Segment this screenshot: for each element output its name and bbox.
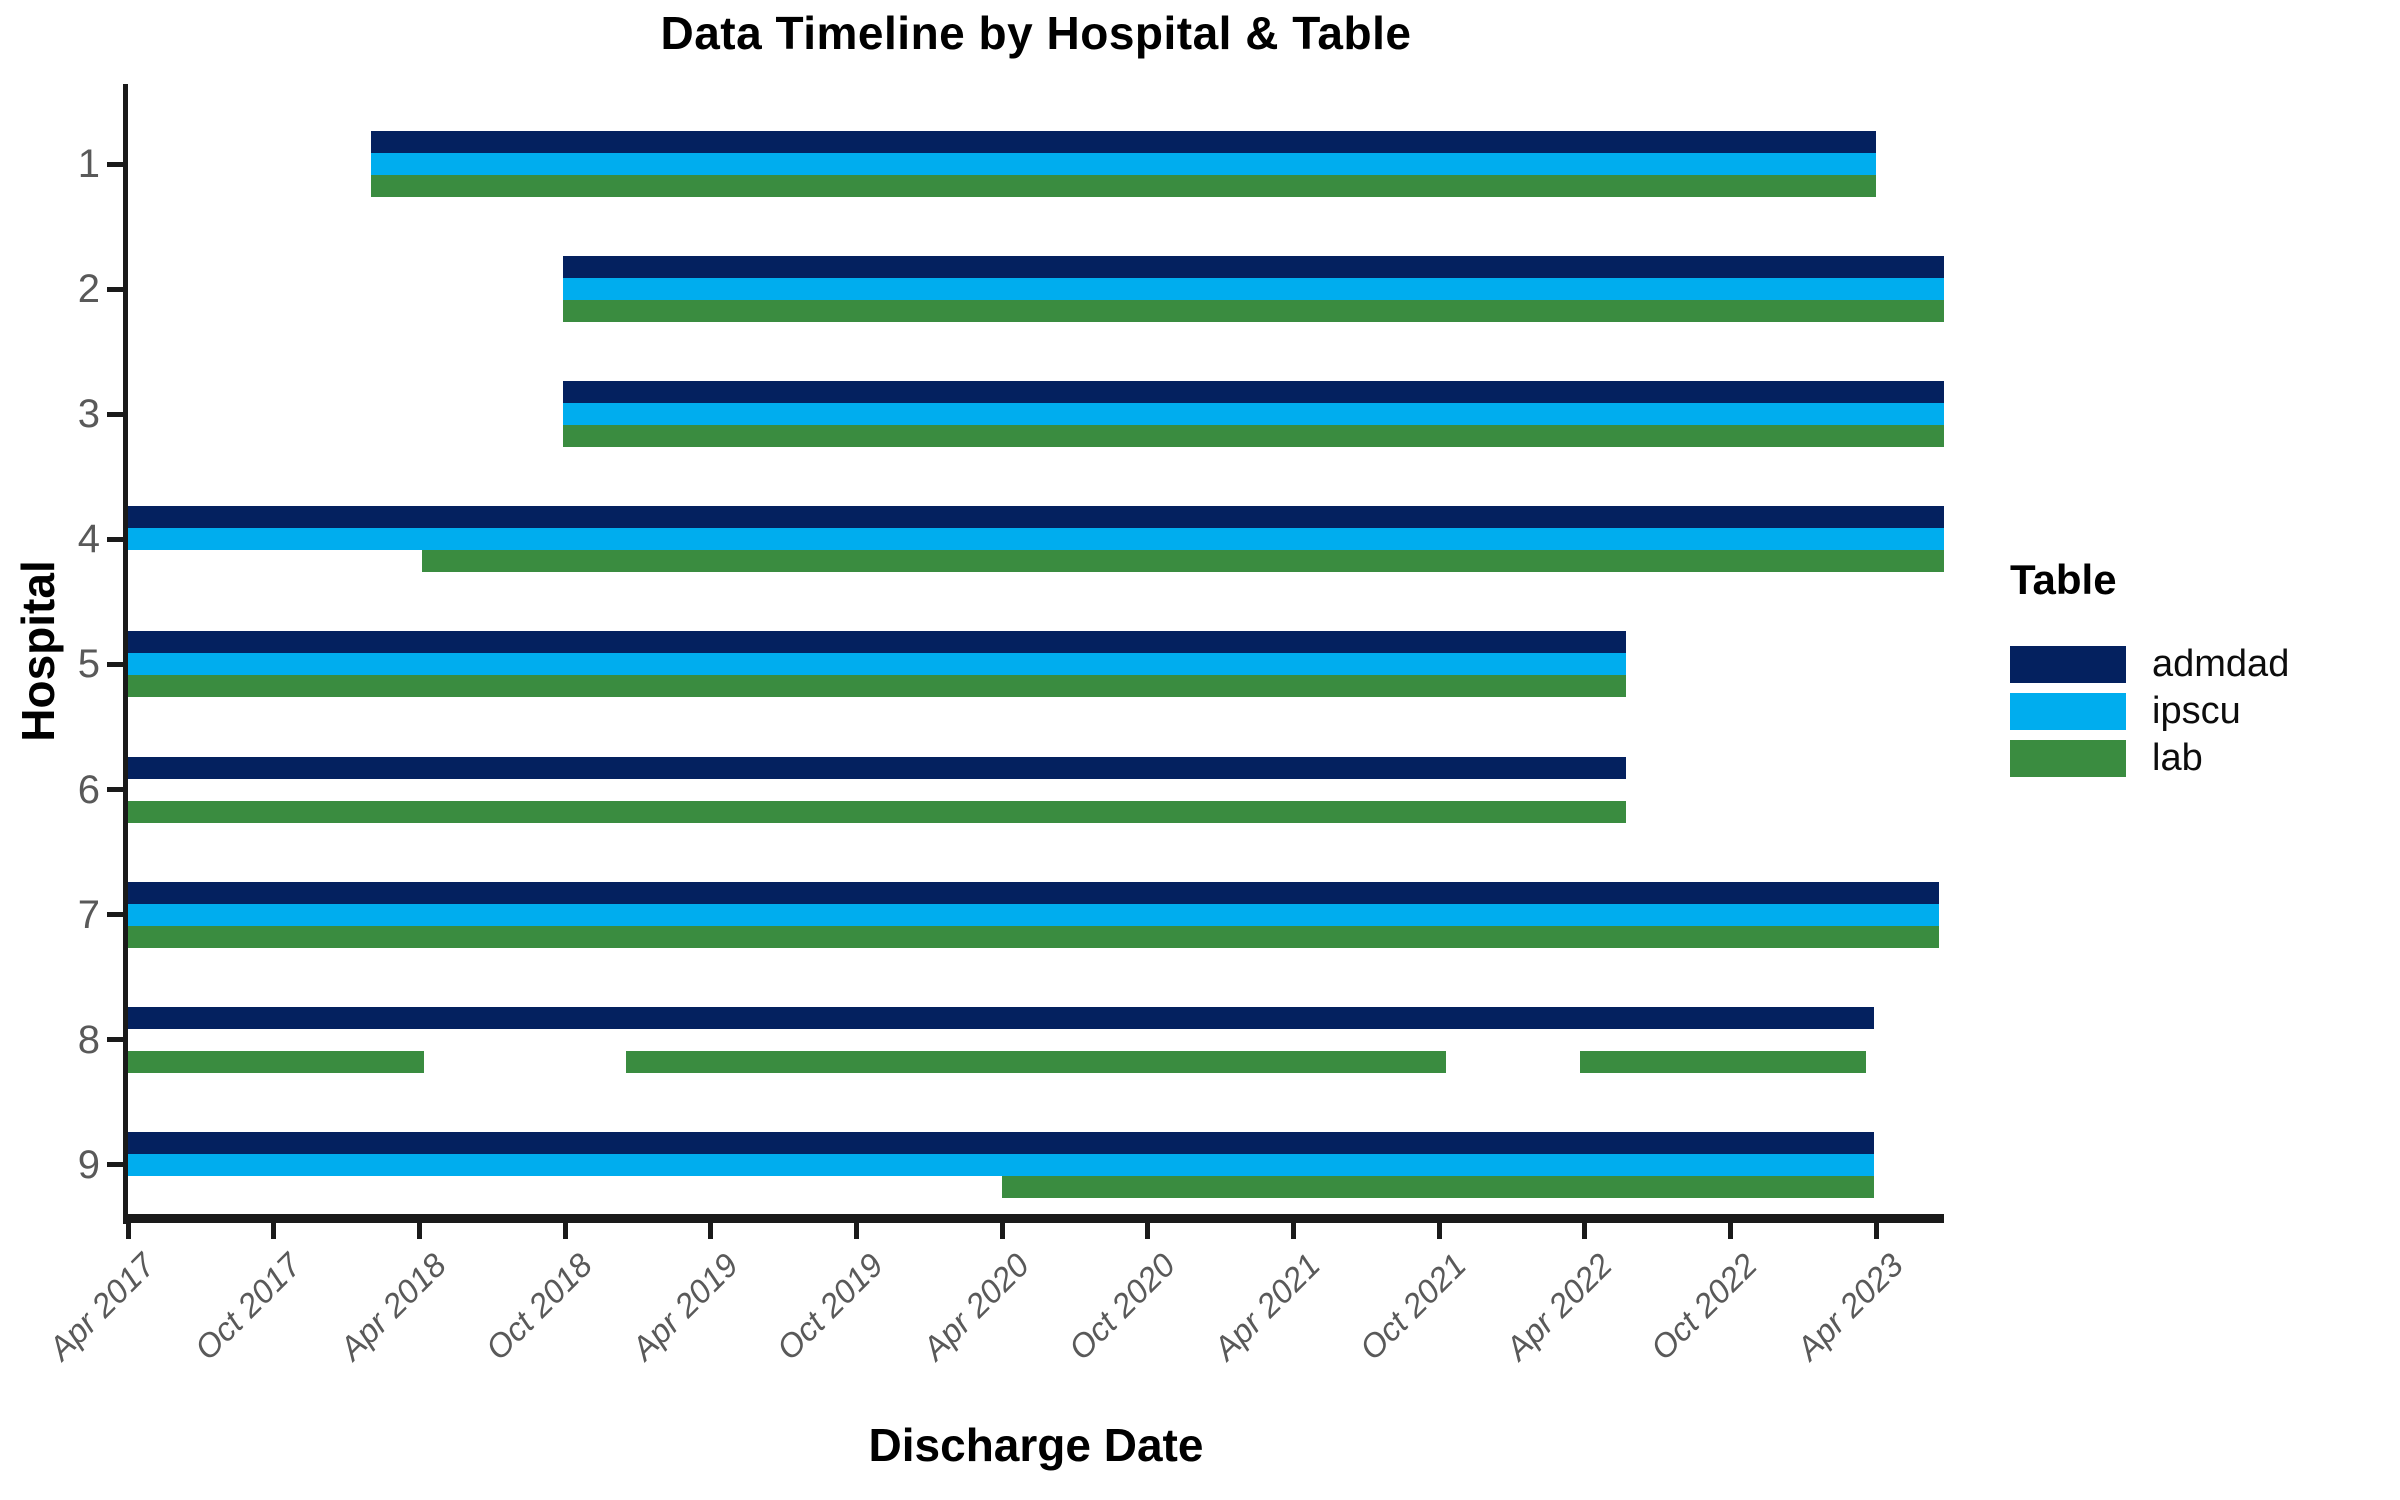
x-tick-label-Oct 2020: Oct 2020 bbox=[1060, 1246, 1182, 1367]
y-tick-label-hospital-9: 9 bbox=[77, 1142, 100, 1187]
legend-label-lab: lab bbox=[2152, 737, 2203, 779]
bar-admdad-hospital-7 bbox=[128, 881, 1940, 904]
bar-admdad-hospital-2 bbox=[562, 256, 1944, 279]
y-tick-label-hospital-5: 5 bbox=[77, 642, 100, 687]
bar-admdad-hospital-6 bbox=[128, 756, 1626, 779]
y-axis-title: Hospital bbox=[12, 560, 64, 742]
bar-ipscu-hospital-5 bbox=[128, 653, 1626, 676]
y-tick-label-hospital-7: 7 bbox=[77, 892, 100, 937]
legend-items: admdad ipscu lab bbox=[2010, 644, 2289, 778]
x-tick-Oct 2022 bbox=[1727, 1223, 1733, 1239]
bar-lab-hospital-3 bbox=[562, 425, 1944, 448]
y-tick-hospital-9 bbox=[107, 1162, 123, 1168]
bar-lab-hospital-2 bbox=[562, 300, 1944, 323]
bar-admdad-hospital-9 bbox=[128, 1131, 1874, 1154]
x-tick-label-Oct 2021: Oct 2021 bbox=[1352, 1246, 1474, 1367]
bar-ipscu-hospital-7 bbox=[128, 903, 1940, 926]
x-tick-Apr 2021 bbox=[1290, 1223, 1296, 1239]
y-tick-hospital-4 bbox=[107, 536, 123, 542]
y-tick-hospital-8 bbox=[107, 1037, 123, 1043]
x-tick-label-Oct 2022: Oct 2022 bbox=[1643, 1246, 1765, 1367]
x-tick-label-Apr 2023: Apr 2023 bbox=[1789, 1246, 1911, 1367]
x-tick-label-Apr 2018: Apr 2018 bbox=[332, 1246, 454, 1367]
legend-label-ipscu: ipscu bbox=[2152, 690, 2241, 732]
hospital-lane-1 bbox=[128, 88, 1944, 213]
bar-lab-hospital-6 bbox=[128, 800, 1626, 823]
legend-item-lab: lab bbox=[2010, 738, 2289, 778]
hospital-lane-3 bbox=[128, 338, 1944, 463]
bar-admdad-hospital-1 bbox=[370, 131, 1876, 153]
y-tick-hospital-7 bbox=[107, 912, 123, 918]
x-tick-Apr 2017 bbox=[125, 1223, 131, 1239]
x-tick-Oct 2019 bbox=[853, 1223, 859, 1239]
chart-title: Data Timeline by Hospital & Table bbox=[660, 7, 1412, 59]
legend-swatch-admdad bbox=[2010, 645, 2126, 683]
bar-admdad-hospital-8 bbox=[128, 1006, 1874, 1029]
x-tick-label-Apr 2020: Apr 2020 bbox=[915, 1246, 1037, 1367]
x-tick-label-Oct 2018: Oct 2018 bbox=[478, 1246, 600, 1367]
hospital-lane-2 bbox=[128, 213, 1944, 338]
bar-lab-hospital-8 bbox=[1579, 1050, 1867, 1073]
bar-lab-hospital-7 bbox=[128, 925, 1940, 948]
bar-lab-hospital-9 bbox=[1002, 1175, 1874, 1198]
hospital-lane-7 bbox=[128, 839, 1944, 964]
bar-ipscu-hospital-9 bbox=[128, 1153, 1874, 1176]
bar-admdad-hospital-3 bbox=[562, 381, 1944, 404]
hospital-lane-5 bbox=[128, 588, 1944, 713]
legend-swatch-ipscu bbox=[2010, 692, 2126, 730]
x-tick-Oct 2020 bbox=[1145, 1223, 1151, 1239]
legend-item-ipscu: ipscu bbox=[2010, 691, 2289, 731]
plot-area bbox=[128, 88, 1944, 1214]
y-tick-hospital-6 bbox=[107, 787, 123, 793]
legend-title: Table bbox=[2010, 556, 2117, 603]
y-tick-label-hospital-1: 1 bbox=[77, 142, 100, 186]
x-axis-title: Discharge Date bbox=[868, 1419, 1204, 1471]
y-tick-label-hospital-4: 4 bbox=[77, 517, 100, 562]
y-tick-hospital-5 bbox=[107, 661, 123, 667]
bar-lab-hospital-5 bbox=[128, 675, 1626, 698]
hospital-lane-4 bbox=[128, 463, 1944, 588]
bar-ipscu-hospital-4 bbox=[128, 528, 1944, 551]
legend-item-admdad: admdad bbox=[2010, 644, 2289, 684]
hospital-lane-6 bbox=[128, 714, 1944, 839]
bar-admdad-hospital-5 bbox=[128, 631, 1626, 654]
x-tick-label-Apr 2019: Apr 2019 bbox=[623, 1246, 745, 1367]
bar-ipscu-hospital-2 bbox=[562, 278, 1944, 301]
x-tick-Apr 2019 bbox=[708, 1223, 714, 1239]
x-tick-Oct 2018 bbox=[562, 1223, 568, 1239]
y-tick-label-hospital-6: 6 bbox=[77, 767, 100, 812]
y-axis-spine bbox=[123, 84, 128, 1224]
x-tick-Apr 2023 bbox=[1873, 1223, 1879, 1239]
y-tick-label-hospital-8: 8 bbox=[77, 1017, 100, 1062]
x-tick-Oct 2021 bbox=[1436, 1223, 1442, 1239]
bar-lab-hospital-8 bbox=[128, 1050, 425, 1073]
y-tick-label-hospital-2: 2 bbox=[77, 267, 100, 312]
y-tick-label-hospital-3: 3 bbox=[77, 392, 100, 437]
hospital-lane-9 bbox=[128, 1089, 1944, 1214]
x-tick-Oct 2017 bbox=[271, 1223, 277, 1239]
x-tick-Apr 2022 bbox=[1582, 1223, 1588, 1239]
x-tick-label-Apr 2021: Apr 2021 bbox=[1206, 1246, 1328, 1367]
y-tick-hospital-2 bbox=[107, 286, 123, 292]
y-tick-hospital-3 bbox=[107, 411, 123, 417]
bar-ipscu-hospital-3 bbox=[562, 403, 1944, 426]
x-tick-label-Apr 2022: Apr 2022 bbox=[1497, 1246, 1619, 1367]
legend-label-admdad: admdad bbox=[2152, 643, 2290, 685]
bar-admdad-hospital-4 bbox=[128, 506, 1944, 529]
legend: Table admdad ipscu lab bbox=[2010, 556, 2289, 778]
bar-lab-hospital-1 bbox=[370, 175, 1876, 197]
x-axis-spine bbox=[123, 1214, 1944, 1223]
y-tick-hospital-1 bbox=[107, 161, 123, 167]
bar-ipscu-hospital-1 bbox=[370, 153, 1876, 175]
x-tick-label-Oct 2017: Oct 2017 bbox=[186, 1246, 308, 1367]
x-tick-label-Oct 2019: Oct 2019 bbox=[769, 1246, 891, 1367]
x-tick-Apr 2018 bbox=[416, 1223, 422, 1239]
bar-lab-hospital-4 bbox=[421, 550, 1944, 573]
legend-swatch-lab bbox=[2010, 739, 2126, 777]
hospital-lane-8 bbox=[128, 964, 1944, 1089]
x-tick-label-Apr 2017: Apr 2017 bbox=[41, 1246, 163, 1367]
x-tick-Apr 2020 bbox=[999, 1223, 1005, 1239]
bar-lab-hospital-8 bbox=[625, 1050, 1447, 1073]
